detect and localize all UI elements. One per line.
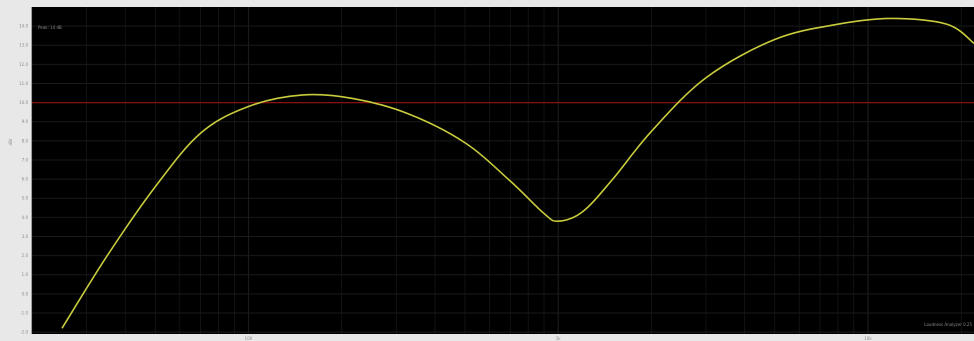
series-layer [61,17,974,329]
y-tick-label: -1.0 [20,310,28,315]
y-tick-label: 2.0 [22,253,29,258]
x-tick-label: 100 [245,336,253,341]
y-tick-label: 0.0 [22,291,29,296]
y-tick-label: 8.0 [22,138,29,143]
y-tick-label: 11.0 [19,81,28,86]
grid-lines [31,7,974,334]
y-tick-label: 7.0 [22,157,29,162]
x-tick-label: 1k [556,336,562,341]
analyzer-caption: Loudness Analyzer 0.25 [924,322,972,327]
y-tick-label: 6.0 [22,177,29,182]
peak-readout: Peak: 14 dB [38,25,62,30]
y-tick-label: -2.0 [20,330,28,335]
y-tick-label: 10.0 [19,100,28,105]
y-tick-label: 13.0 [19,43,28,48]
y-tick-label: 9.0 [22,119,29,124]
y-tick-label: 1.0 [22,272,29,277]
x-tick-label: 10k [864,336,872,341]
y-tick-label: 5.0 [22,196,29,201]
y-tick-label: 3.0 [22,234,29,239]
series-line [61,17,974,329]
y-axis-label: dBr [8,138,13,145]
y-tick-labels: 14.0 13.0 12.0 11.0 10.0 9.0 8.0 7.0 6.0 5.0 4.0 3.… [19,24,28,335]
x-tick-labels: 100 1k 10k [245,336,873,341]
y-tick-label: 14.0 [19,24,28,29]
y-tick-label: 12.0 [19,62,28,67]
plot-area [32,7,974,334]
y-tick-label: 4.0 [22,215,29,220]
